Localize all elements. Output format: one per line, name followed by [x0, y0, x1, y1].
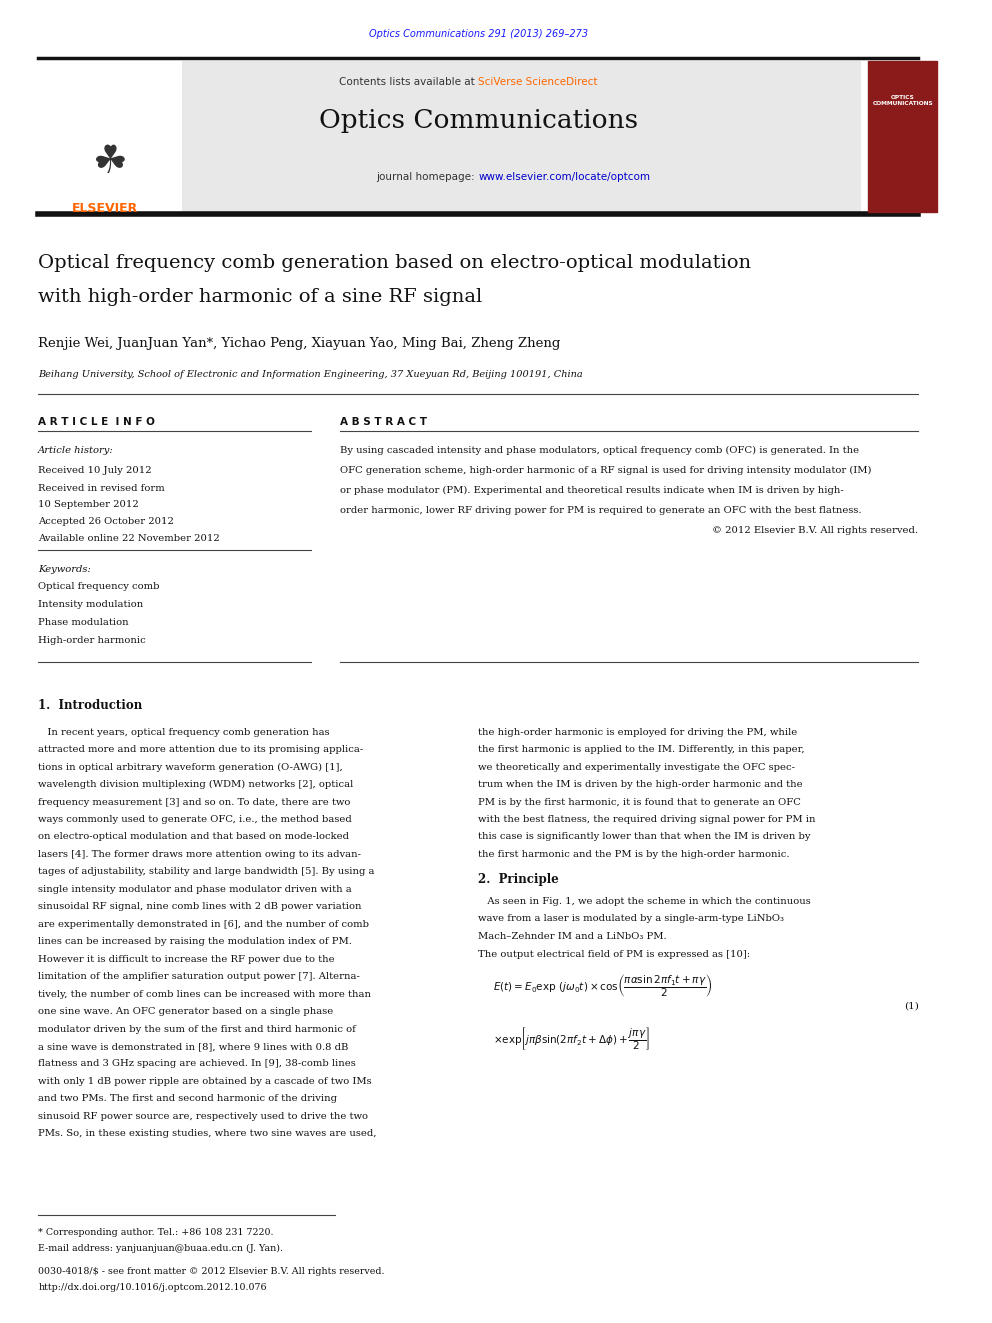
Text: A R T I C L E  I N F O: A R T I C L E I N F O [39, 417, 155, 427]
Text: ways commonly used to generate OFC, i.e., the method based: ways commonly used to generate OFC, i.e.… [39, 815, 352, 824]
Text: limitation of the amplifier saturation output power [7]. Alterna-: limitation of the amplifier saturation o… [39, 972, 360, 982]
Text: sinusoidal RF signal, nine comb lines with 2 dB power variation: sinusoidal RF signal, nine comb lines wi… [39, 902, 362, 912]
FancyBboxPatch shape [39, 61, 182, 212]
Text: with the best flatness, the required driving signal power for PM in: with the best flatness, the required dri… [478, 815, 815, 824]
Text: Optical frequency comb: Optical frequency comb [39, 582, 160, 591]
Text: Optics Communications 291 (2013) 269–273: Optics Communications 291 (2013) 269–273 [369, 29, 587, 40]
Text: lasers [4]. The former draws more attention owing to its advan-: lasers [4]. The former draws more attent… [39, 849, 361, 859]
Text: one sine wave. An OFC generator based on a single phase: one sine wave. An OFC generator based on… [39, 1007, 333, 1016]
Text: wavelength division multiplexing (WDM) networks [2], optical: wavelength division multiplexing (WDM) n… [39, 781, 353, 789]
Text: and two PMs. The first and second harmonic of the driving: and two PMs. The first and second harmon… [39, 1094, 337, 1103]
Text: tages of adjustability, stability and large bandwidth [5]. By using a: tages of adjustability, stability and la… [39, 868, 375, 876]
Text: SciVerse ScienceDirect: SciVerse ScienceDirect [478, 77, 598, 87]
Text: journal homepage:: journal homepage: [376, 172, 478, 183]
Text: www.elsevier.com/locate/optcom: www.elsevier.com/locate/optcom [478, 172, 650, 183]
Text: $E(t) = E_0\exp\,(j\omega_0 t) \times \cos\!\left(\dfrac{\pi\alpha\sin 2\pi f_1 : $E(t) = E_0\exp\,(j\omega_0 t) \times \c… [493, 972, 712, 999]
Text: 10 September 2012: 10 September 2012 [39, 500, 139, 509]
Text: $\times\exp\!\left[j\pi\beta\sin(2\pi f_2 t+\Delta\phi)+\dfrac{j\pi\gamma}{2}\ri: $\times\exp\!\left[j\pi\beta\sin(2\pi f_… [493, 1025, 650, 1052]
Text: Optics Communications: Optics Communications [318, 108, 638, 134]
Text: with high-order harmonic of a sine RF signal: with high-order harmonic of a sine RF si… [39, 288, 482, 307]
FancyBboxPatch shape [39, 61, 861, 212]
Text: order harmonic, lower RF driving power for PM is required to generate an OFC wit: order harmonic, lower RF driving power f… [339, 507, 861, 515]
Text: * Corresponding author. Tel.: +86 108 231 7220.: * Corresponding author. Tel.: +86 108 23… [39, 1228, 274, 1237]
Text: Renjie Wei, JuanJuan Yan*, Yichao Peng, Xiayuan Yao, Ming Bai, Zheng Zheng: Renjie Wei, JuanJuan Yan*, Yichao Peng, … [39, 337, 560, 351]
Text: modulator driven by the sum of the first and third harmonic of: modulator driven by the sum of the first… [39, 1024, 356, 1033]
Text: single intensity modulator and phase modulator driven with a: single intensity modulator and phase mod… [39, 885, 352, 894]
Text: As seen in Fig. 1, we adopt the scheme in which the continuous: As seen in Fig. 1, we adopt the scheme i… [478, 897, 810, 906]
Text: OFC generation scheme, high-order harmonic of a RF signal is used for driving in: OFC generation scheme, high-order harmon… [339, 466, 871, 475]
Text: Received 10 July 2012: Received 10 July 2012 [39, 466, 152, 475]
Text: wave from a laser is modulated by a single-arm-type LiNbO₃: wave from a laser is modulated by a sing… [478, 914, 785, 923]
Text: Received in revised form: Received in revised form [39, 484, 165, 493]
Text: In recent years, optical frequency comb generation has: In recent years, optical frequency comb … [39, 728, 330, 737]
Text: Article history:: Article history: [39, 446, 114, 455]
Text: we theoretically and experimentally investigate the OFC spec-: we theoretically and experimentally inve… [478, 762, 796, 771]
Text: tively, the number of comb lines can be increased with more than: tively, the number of comb lines can be … [39, 990, 371, 999]
Text: Optical frequency comb generation based on electro-optical modulation: Optical frequency comb generation based … [39, 254, 751, 273]
Text: (1): (1) [904, 1002, 919, 1011]
Text: this case is significantly lower than that when the IM is driven by: this case is significantly lower than th… [478, 832, 810, 841]
Text: the first harmonic is applied to the IM. Differently, in this paper,: the first harmonic is applied to the IM.… [478, 745, 805, 754]
Text: frequency measurement [3] and so on. To date, there are two: frequency measurement [3] and so on. To … [39, 798, 350, 807]
Text: flatness and 3 GHz spacing are achieved. In [9], 38-comb lines: flatness and 3 GHz spacing are achieved.… [39, 1060, 356, 1069]
Text: Phase modulation: Phase modulation [39, 618, 129, 627]
Text: Available online 22 November 2012: Available online 22 November 2012 [39, 534, 220, 544]
Text: with only 1 dB power ripple are obtained by a cascade of two IMs: with only 1 dB power ripple are obtained… [39, 1077, 372, 1086]
Text: 1.  Introduction: 1. Introduction [39, 699, 143, 712]
Text: The output electrical field of PM is expressed as [10]:: The output electrical field of PM is exp… [478, 950, 750, 959]
Text: Accepted 26 October 2012: Accepted 26 October 2012 [39, 517, 175, 527]
Text: © 2012 Elsevier B.V. All rights reserved.: © 2012 Elsevier B.V. All rights reserved… [712, 527, 919, 536]
Text: a sine wave is demonstrated in [8], where 9 lines with 0.8 dB: a sine wave is demonstrated in [8], wher… [39, 1043, 348, 1050]
Text: 0030-4018/$ - see front matter © 2012 Elsevier B.V. All rights reserved.: 0030-4018/$ - see front matter © 2012 El… [39, 1267, 385, 1277]
FancyBboxPatch shape [868, 61, 937, 212]
Text: Contents lists available at: Contents lists available at [339, 77, 478, 87]
Text: ☘: ☘ [92, 143, 127, 181]
Text: A B S T R A C T: A B S T R A C T [339, 417, 427, 427]
Text: PM is by the first harmonic, it is found that to generate an OFC: PM is by the first harmonic, it is found… [478, 798, 802, 807]
Text: attracted more and more attention due to its promising applica-: attracted more and more attention due to… [39, 745, 363, 754]
Text: 2.  Principle: 2. Principle [478, 873, 558, 886]
Text: Beihang University, School of Electronic and Information Engineering, 37 Xueyuan: Beihang University, School of Electronic… [39, 370, 583, 380]
Text: High-order harmonic: High-order harmonic [39, 636, 146, 644]
Text: tions in optical arbitrary waveform generation (O-AWG) [1],: tions in optical arbitrary waveform gene… [39, 762, 343, 771]
Text: By using cascaded intensity and phase modulators, optical frequency comb (OFC) i: By using cascaded intensity and phase mo… [339, 446, 859, 455]
Text: http://dx.doi.org/10.1016/j.optcom.2012.10.076: http://dx.doi.org/10.1016/j.optcom.2012.… [39, 1283, 267, 1293]
Text: are experimentally demonstrated in [6], and the number of comb: are experimentally demonstrated in [6], … [39, 919, 369, 929]
Text: OPTICS
COMMUNICATIONS: OPTICS COMMUNICATIONS [873, 95, 933, 106]
Text: lines can be increased by raising the modulation index of PM.: lines can be increased by raising the mo… [39, 937, 352, 946]
Text: the first harmonic and the PM is by the high-order harmonic.: the first harmonic and the PM is by the … [478, 849, 790, 859]
Text: Keywords:: Keywords: [39, 565, 91, 574]
Text: trum when the IM is driven by the high-order harmonic and the: trum when the IM is driven by the high-o… [478, 781, 803, 789]
Text: on electro-optical modulation and that based on mode-locked: on electro-optical modulation and that b… [39, 832, 349, 841]
Text: the high-order harmonic is employed for driving the PM, while: the high-order harmonic is employed for … [478, 728, 798, 737]
Text: E-mail address: yanjuanjuan@buaa.edu.cn (J. Yan).: E-mail address: yanjuanjuan@buaa.edu.cn … [39, 1244, 284, 1253]
Text: sinusoid RF power source are, respectively used to drive the two: sinusoid RF power source are, respective… [39, 1111, 368, 1121]
Text: Mach–Zehnder IM and a LiNbO₃ PM.: Mach–Zehnder IM and a LiNbO₃ PM. [478, 931, 667, 941]
Text: Intensity modulation: Intensity modulation [39, 601, 144, 609]
Text: However it is difficult to increase the RF power due to the: However it is difficult to increase the … [39, 955, 335, 963]
Text: or phase modulator (PM). Experimental and theoretical results indicate when IM i: or phase modulator (PM). Experimental an… [339, 486, 843, 495]
Text: PMs. So, in these existing studies, where two sine waves are used,: PMs. So, in these existing studies, wher… [39, 1130, 377, 1138]
Text: ELSEVIER: ELSEVIER [71, 202, 138, 216]
